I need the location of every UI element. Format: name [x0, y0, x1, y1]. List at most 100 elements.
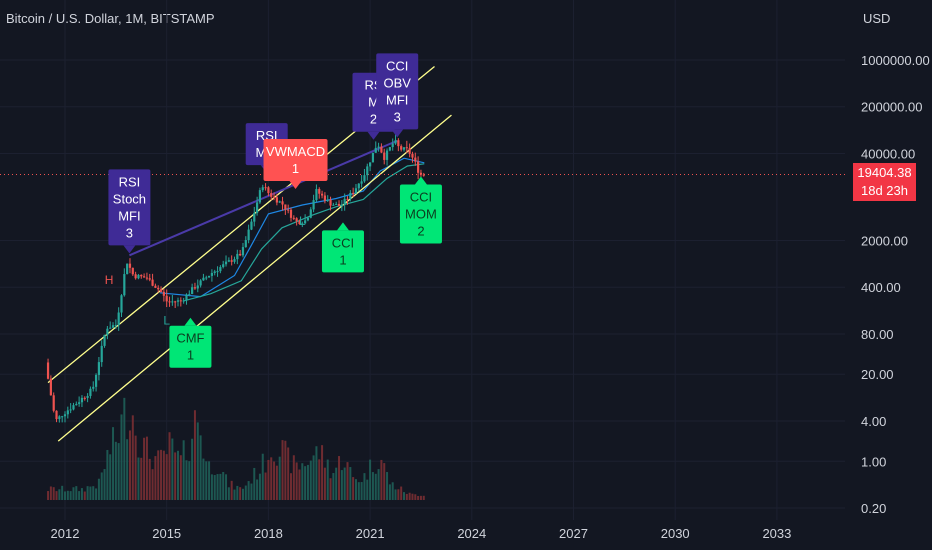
- candle-countdown: 18d 23h: [861, 183, 908, 198]
- candle-body: [182, 300, 185, 302]
- volume-bar: [140, 457, 143, 500]
- volume-bar: [112, 427, 115, 500]
- candle-body: [411, 153, 414, 158]
- volume-bar: [273, 461, 276, 500]
- signal-pointer: [336, 222, 349, 231]
- last-price-tag: 19404.38 18d 23h: [853, 163, 916, 201]
- candle-body: [72, 405, 75, 410]
- volume-bar: [213, 475, 216, 500]
- candle-body: [199, 280, 202, 286]
- signal-text: MFI: [118, 208, 140, 223]
- candle-body: [394, 140, 397, 144]
- volume-bar: [117, 443, 120, 500]
- signal-text: 1: [339, 252, 346, 267]
- candle-body: [75, 403, 78, 406]
- candle-body: [210, 273, 213, 276]
- signal-text: 2: [370, 112, 377, 127]
- signal-text: 3: [394, 109, 401, 124]
- volume-bar: [182, 440, 185, 500]
- volume-bar: [357, 482, 360, 500]
- volume-bar: [157, 450, 160, 500]
- volume-bar: [168, 432, 171, 500]
- candle-body: [179, 300, 182, 302]
- candle-body: [408, 148, 411, 154]
- candle-body: [114, 325, 117, 327]
- volume-bar: [55, 491, 58, 500]
- x-axis: 2012 2015 2018 2021 2024 2027 2030 2033: [51, 526, 792, 541]
- volume-bar: [405, 493, 408, 500]
- pivot-labels: H L L: [105, 214, 306, 328]
- volume-bar: [109, 454, 112, 500]
- volume-bar: [179, 455, 182, 500]
- last-price: 19404.38: [857, 165, 912, 180]
- volume-bar: [304, 466, 307, 500]
- candle-body: [402, 147, 406, 150]
- volume-bar: [216, 474, 219, 500]
- candle-body: [174, 301, 177, 303]
- volume-bar: [408, 492, 411, 500]
- candle-body: [270, 193, 273, 197]
- volume-bar: [134, 435, 137, 500]
- candle-body: [165, 295, 168, 302]
- volume-bar: [120, 414, 123, 500]
- volume-bar: [306, 464, 309, 500]
- volume-bar: [83, 491, 86, 500]
- candle-body: [224, 261, 228, 265]
- signal-text: OBV: [383, 75, 411, 90]
- candle-body: [191, 287, 194, 294]
- candle-body: [123, 274, 126, 296]
- volume-bar: [419, 495, 422, 500]
- x-tick-label: 2018: [254, 526, 283, 541]
- volume-bar: [210, 474, 213, 500]
- volume-bar: [78, 491, 81, 500]
- candle-body: [281, 201, 284, 205]
- volume-bar: [340, 470, 343, 500]
- candle-body: [159, 289, 163, 292]
- candle-body: [284, 204, 287, 210]
- candle-body: [196, 285, 199, 289]
- volume-bar: [151, 469, 154, 500]
- volume-bar: [411, 493, 414, 500]
- candle-body: [63, 414, 67, 417]
- volume-bar: [326, 459, 329, 500]
- candle-body: [202, 277, 205, 281]
- candle-body: [103, 334, 106, 346]
- candle-body: [301, 223, 304, 225]
- volume-bar: [346, 462, 349, 500]
- volume-bar: [160, 449, 163, 500]
- candle-body: [363, 175, 366, 182]
- candle-body: [219, 267, 222, 272]
- volume-bar: [321, 445, 324, 500]
- signal-badge: CCI MOM 2: [399, 176, 442, 244]
- candle-body: [58, 416, 61, 420]
- candle-body: [360, 181, 363, 184]
- volume-bar: [145, 436, 148, 500]
- signal-text: 1: [292, 161, 299, 176]
- signal-text: CCI: [410, 189, 432, 204]
- candle-body: [131, 267, 134, 275]
- y-tick-label: 80.00: [861, 327, 894, 342]
- candle-body: [326, 199, 329, 201]
- candle-body: [157, 287, 160, 290]
- volume-bar: [394, 489, 397, 500]
- candle-body: [80, 397, 84, 403]
- signal-text: VWMACD: [266, 144, 325, 159]
- volume-bar: [247, 481, 250, 500]
- volume-bar: [100, 472, 103, 500]
- candle-body: [143, 276, 146, 278]
- volume-bar: [391, 482, 394, 500]
- volume-bar: [414, 494, 417, 500]
- candle-body: [117, 312, 120, 326]
- candle-body: [109, 327, 112, 329]
- signal-badge: RSI Stoch MFI 3: [108, 169, 151, 254]
- candle-body: [222, 264, 225, 268]
- volume-bar: [417, 495, 420, 500]
- volume-bar: [239, 487, 242, 500]
- candle-body: [304, 220, 307, 224]
- volume-bar: [174, 452, 177, 500]
- volume-bar: [374, 473, 377, 500]
- y-tick-label: 0.20: [861, 501, 886, 516]
- currency-label: USD: [863, 11, 891, 26]
- volume-bar: [196, 422, 199, 500]
